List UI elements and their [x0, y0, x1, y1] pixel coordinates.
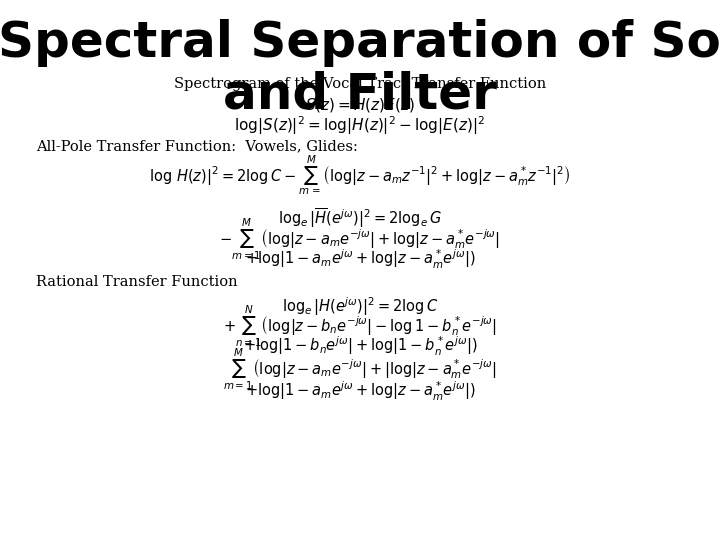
Text: $+\log|1 - a_m e^{j\omega} + \log|z - a_m^* e^{j\omega}|)$: $+\log|1 - a_m e^{j\omega} + \log|z - a_… — [245, 248, 475, 271]
Text: $\sum_{m=1}^{M}\left(\log|z - a_m e^{-j\omega}| + |\log|z - a_m^* e^{-j\omega}|\: $\sum_{m=1}^{M}\left(\log|z - a_m e^{-j\… — [223, 347, 497, 392]
Text: All-Pole Transfer Function:  Vowels, Glides:: All-Pole Transfer Function: Vowels, Glid… — [36, 139, 358, 153]
Text: $\log|S(z)|^2 = \log|H(z)|^2 - \log|E(z)|^2$: $\log|S(z)|^2 = \log|H(z)|^2 - \log|E(z)… — [235, 114, 485, 137]
Text: $+\sum_{n=1}^{N}\left(\log|z - b_n e^{-j\omega}| - \log 1 - b_n^* e^{-j\omega}|\: $+\sum_{n=1}^{N}\left(\log|z - b_n e^{-j… — [223, 303, 497, 349]
Text: Log-Spectral Separation of Source
and Filter: Log-Spectral Separation of Source and Fi… — [0, 19, 720, 119]
Text: Spectrogram of the Vocal Tract Transfer Function: Spectrogram of the Vocal Tract Transfer … — [174, 77, 546, 91]
Text: $\log\, H(z)|^2 = 2\log C - \sum_{m\,=}^{M} \left(\log|z - a_m z^{-1}|^2 + \log|: $\log\, H(z)|^2 = 2\log C - \sum_{m\,=}^… — [149, 153, 571, 197]
Text: $S(z) = H(z)E(z)$: $S(z) = H(z)E(z)$ — [305, 96, 415, 114]
Text: $-\sum_{m=1}^{M}\left(\log|z - a_m e^{-j\omega}| + \log|z - a_m^* e^{-j\omega}|\: $-\sum_{m=1}^{M}\left(\log|z - a_m e^{-j… — [220, 217, 500, 262]
Text: Rational Transfer Function: Rational Transfer Function — [36, 275, 238, 289]
Text: $+\log|1 - b_n e^{j\omega}| + \log|1 - b_n^* e^{j\omega}|)$: $+\log|1 - b_n e^{j\omega}| + \log|1 - b… — [243, 335, 477, 358]
Text: $+\log|1 - a_m e^{j\omega} + \log|z - a_m^* e^{j\omega}|)$: $+\log|1 - a_m e^{j\omega} + \log|z - a_… — [245, 380, 475, 403]
Text: $\log_e|\overline{H}(e^{j\omega})|^2 = 2\log_e G$: $\log_e|\overline{H}(e^{j\omega})|^2 = 2… — [278, 206, 442, 230]
Text: $\log_e|H(e^{j\omega})|^2 = 2\log C$: $\log_e|H(e^{j\omega})|^2 = 2\log C$ — [282, 295, 438, 318]
